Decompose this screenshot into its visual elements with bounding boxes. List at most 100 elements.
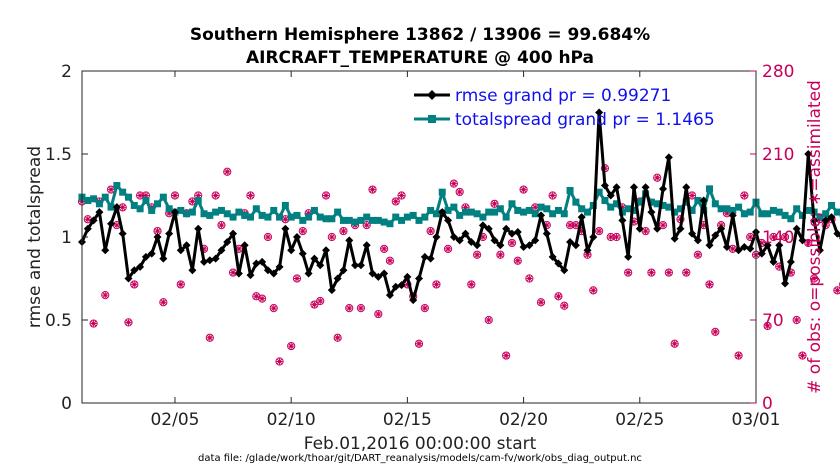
obs-possible-circle <box>792 315 801 325</box>
spread-point <box>310 206 318 214</box>
rmse-point <box>200 257 209 266</box>
rmse-point <box>624 252 633 261</box>
obs-possible-circle <box>275 357 284 366</box>
rmse-point <box>130 266 139 275</box>
rmse-point <box>333 274 342 283</box>
obs-point <box>310 300 319 309</box>
spread-point <box>485 208 493 216</box>
obs-assimilated-star <box>346 305 353 312</box>
spread-point <box>816 213 824 221</box>
rmse-point <box>757 249 766 258</box>
obs-assimilated-star <box>712 328 719 335</box>
rmse-point <box>548 252 557 261</box>
obs-possible-circle <box>420 304 429 313</box>
obs-possible-circle <box>292 274 302 283</box>
rmse-point <box>258 257 267 266</box>
obs-point <box>763 321 772 331</box>
obs-point <box>420 304 429 313</box>
obs-possible-circle <box>490 199 499 208</box>
spread-point <box>188 208 196 216</box>
obs-possible-circle <box>101 291 110 300</box>
spread-point <box>136 205 144 213</box>
obs-assimilated-star <box>328 234 335 240</box>
obs-assimilated-star <box>770 234 777 240</box>
obs-assimilated-star <box>386 257 393 264</box>
obs-possible-circle <box>740 191 749 200</box>
obs-possible-circle <box>89 319 98 328</box>
obs-point <box>519 185 528 194</box>
obs-possible-circle <box>310 300 319 309</box>
rmse-point <box>775 241 784 250</box>
obs-assimilated-star <box>782 234 789 240</box>
obs-point <box>682 268 691 277</box>
legend: rmse grand pr = 0.99271 totalspread gran… <box>414 86 715 130</box>
obs-possible-circle <box>345 304 354 313</box>
spread-point <box>688 206 696 214</box>
obs-possible-circle <box>467 280 476 289</box>
rmse-point <box>374 272 383 281</box>
spread-point <box>711 200 719 208</box>
obs-point <box>624 268 633 277</box>
right-tick-label: 210 <box>762 145 794 165</box>
obs-assimilated-star <box>660 222 667 229</box>
obs-assimilated-star <box>526 275 533 282</box>
spread-point <box>566 187 574 195</box>
obs-assimilated-star <box>793 317 800 323</box>
obs-point <box>484 315 493 325</box>
x-tick-label: 02/05 <box>150 410 199 430</box>
spread-point <box>148 206 156 214</box>
obs-assimilated-star <box>538 299 545 306</box>
obs-possible-circle <box>327 232 336 242</box>
rmse-point <box>182 241 191 250</box>
obs-possible-circle <box>496 250 505 259</box>
right-tick-label: 0 <box>762 394 773 414</box>
spread-point <box>787 215 795 223</box>
rmse-point <box>571 241 580 250</box>
obs-assimilated-star <box>160 299 167 306</box>
y-tick-label: 0 <box>61 394 72 414</box>
obs-point <box>362 221 371 230</box>
rmse-point <box>380 269 389 278</box>
obs-point <box>327 232 336 242</box>
spread-point <box>578 205 586 213</box>
rmse-point <box>693 236 702 245</box>
obs-assimilated-star <box>427 228 434 235</box>
spread-point <box>206 211 214 219</box>
rmse-point <box>397 281 406 290</box>
spread-point <box>735 203 743 211</box>
rmse-point <box>507 229 516 238</box>
obs-point <box>711 327 720 336</box>
obs-possible-circle <box>455 187 464 197</box>
obs-point <box>595 226 604 236</box>
rmse-point <box>420 252 429 261</box>
obs-possible-circle <box>269 304 278 313</box>
obs-possible-circle <box>287 341 296 351</box>
obs-assimilated-star <box>293 275 300 282</box>
spread-point <box>479 213 487 221</box>
obs-possible-circle <box>780 232 790 242</box>
spread-point <box>427 206 435 214</box>
rmse-point <box>734 246 743 255</box>
x-axis-label: Feb.01,2016 00:00:00 start <box>304 434 537 454</box>
obs-possible-circle <box>653 173 662 182</box>
spread-point <box>217 206 225 214</box>
obs-assimilated-star <box>270 305 277 312</box>
obs-possible-circle <box>612 232 621 242</box>
rmse-point <box>537 211 546 220</box>
obs-point <box>780 232 790 242</box>
rmse-point <box>223 237 232 246</box>
rmse-point <box>629 183 638 192</box>
obs-point <box>374 309 383 319</box>
rmse-point <box>554 259 563 268</box>
x-tick-label: 03/01 <box>732 410 781 430</box>
rmse-point <box>107 219 116 228</box>
spread-point <box>212 208 220 216</box>
spread-point <box>235 208 243 216</box>
spread-point <box>676 205 684 213</box>
spread-point <box>775 208 783 216</box>
obs-assimilated-star <box>125 319 132 326</box>
obs-point <box>525 274 534 283</box>
obs-point <box>798 351 807 360</box>
rmse-point <box>159 254 168 263</box>
right-axis-ticks: 0 70 140 210 280 <box>750 62 794 414</box>
